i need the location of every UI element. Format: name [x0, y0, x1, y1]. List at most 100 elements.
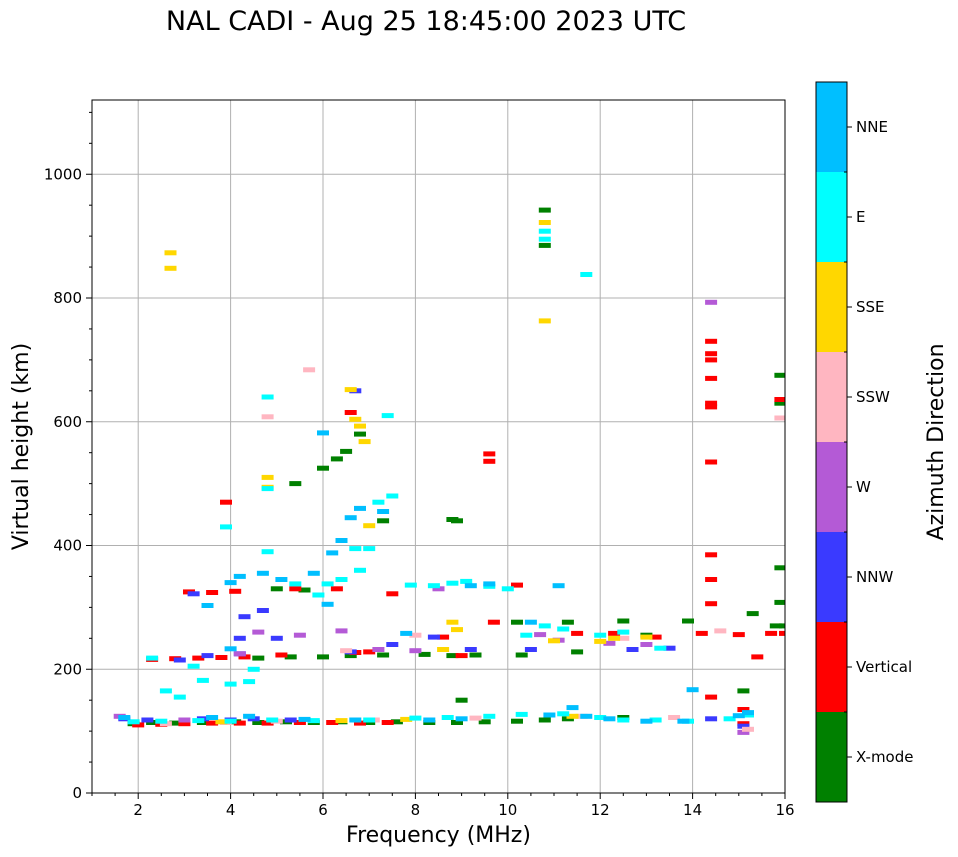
echo-mark-sse: [215, 719, 228, 725]
echo-mark-e: [515, 711, 528, 717]
echo-mark-vertical: [483, 458, 496, 464]
echo-mark-vertical: [132, 722, 145, 728]
echo-mark-x-mode: [779, 623, 785, 629]
colorbar: X-mode Vertical NNW W SSW SSE E NNE: [815, 81, 913, 803]
echo-mark-e: [159, 688, 172, 694]
echo-mark-nne: [201, 603, 214, 608]
x-tick-label: 16: [775, 801, 794, 819]
echo-mark-nnw: [187, 591, 200, 597]
echo-mark-nne: [524, 619, 537, 625]
echo-mark-x-mode: [270, 586, 283, 592]
echo-mark-nnw: [233, 635, 246, 641]
echo-mark-nne: [603, 716, 616, 722]
y-tick-label: 400: [53, 537, 82, 555]
echo-mark-nne: [580, 713, 593, 719]
echo-mark-nnw: [386, 642, 399, 647]
echo-mark-ssw: [668, 715, 681, 720]
echo-mark-e: [335, 577, 348, 582]
echo-mark-sse: [538, 318, 551, 324]
colorbar-frame: [815, 81, 848, 803]
echo-mark-vertical: [705, 552, 718, 558]
echo-mark-sse: [608, 635, 621, 641]
echo-mark-e: [446, 580, 459, 586]
echo-mark-e: [483, 713, 496, 719]
echo-mark-e: [266, 717, 279, 723]
echo-mark-x-mode: [538, 242, 551, 248]
echo-mark-w: [640, 642, 653, 647]
echo-mark-vertical: [705, 400, 718, 406]
echo-mark-ssw: [714, 628, 727, 634]
echo-mark-vertical: [229, 588, 242, 594]
colorbar-tick-label: E: [856, 208, 865, 226]
echo-mark-vertical: [192, 655, 205, 661]
echo-mark-e: [354, 567, 366, 573]
echo-mark-nne: [224, 580, 237, 586]
echo-mark-x-mode: [455, 697, 468, 703]
echo-mark-x-mode: [737, 688, 750, 694]
y-tick-label: 0: [72, 784, 82, 802]
echo-mark-x-mode: [571, 649, 584, 655]
echo-mark-e: [224, 718, 237, 724]
echo-mark-nne: [335, 538, 348, 543]
colorbar-swatch: [816, 712, 847, 802]
echo-mark-e: [723, 716, 736, 722]
echo-mark-x-mode: [774, 565, 785, 571]
echo-mark-vertical: [326, 720, 339, 725]
echo-mark-x-mode: [511, 619, 523, 625]
echo-mark-vertical: [220, 499, 232, 505]
echo-mark-x-mode: [746, 611, 759, 617]
echo-mark-nne: [233, 573, 246, 579]
echo-mark-x-mode: [478, 719, 491, 725]
echo-mark-nne: [326, 550, 339, 556]
echo-mark-nne: [483, 581, 496, 587]
echo-mark-nne: [317, 430, 329, 436]
echo-mark-ssw: [617, 635, 630, 641]
echo-mark-vertical: [233, 720, 246, 726]
echo-mark-vertical: [206, 720, 219, 726]
echo-mark-nne: [118, 715, 131, 720]
colorbar-swatch: [816, 622, 847, 712]
echo-mark-vertical: [608, 630, 621, 636]
colorbar-swatch: [816, 172, 847, 262]
echo-mark-ssw: [261, 414, 274, 420]
echo-mark-ssw: [409, 632, 422, 638]
echo-mark-e: [617, 629, 630, 635]
echo-mark-vertical: [765, 630, 778, 636]
echo-mark-vertical: [238, 654, 251, 660]
echo-mark-nne: [552, 583, 565, 589]
echo-mark-x-mode: [298, 587, 311, 593]
echo-mark-vertical: [487, 619, 500, 625]
colorbar-label: Azimuth Direction: [924, 343, 949, 540]
colorbar-tick-label: W: [856, 478, 871, 496]
echo-mark-x-mode: [774, 372, 785, 378]
echo-mark-e: [372, 499, 385, 505]
echo-mark-e: [427, 583, 440, 589]
echo-mark-sse: [594, 638, 607, 644]
echo-mark-sse: [349, 416, 362, 422]
echo-mark-nne: [243, 713, 256, 719]
echo-mark-vertical: [354, 720, 366, 726]
echo-mark-ssw: [340, 648, 353, 654]
echo-mark-nne: [566, 705, 579, 711]
x-tick-label: 6: [318, 801, 328, 819]
echo-mark-x-mode: [511, 718, 523, 724]
echo-mark-nnw: [626, 647, 639, 652]
echo-mark-e: [654, 645, 667, 651]
x-tick-label: 8: [411, 801, 421, 819]
echo-mark-x-mode: [538, 717, 551, 723]
echo-mark-x-mode: [451, 720, 463, 725]
echo-mark-e: [173, 694, 186, 700]
colorbar-swatch: [816, 532, 847, 622]
echo-mark-vertical: [386, 591, 399, 597]
echo-mark-x-mode: [515, 652, 528, 658]
echo-mark-vertical: [511, 582, 523, 588]
y-axis-label: Virtual height (km): [9, 343, 34, 550]
echo-mark-e: [649, 717, 662, 723]
echo-mark-ssw: [742, 726, 754, 732]
echo-mark-x-mode: [446, 653, 459, 659]
echo-mark-e: [557, 626, 570, 632]
colorbar-tick-label: SSW: [856, 388, 890, 406]
echo-mark-vertical: [705, 577, 718, 582]
echo-mark-e: [196, 677, 209, 683]
echo-mark-e: [441, 715, 454, 720]
